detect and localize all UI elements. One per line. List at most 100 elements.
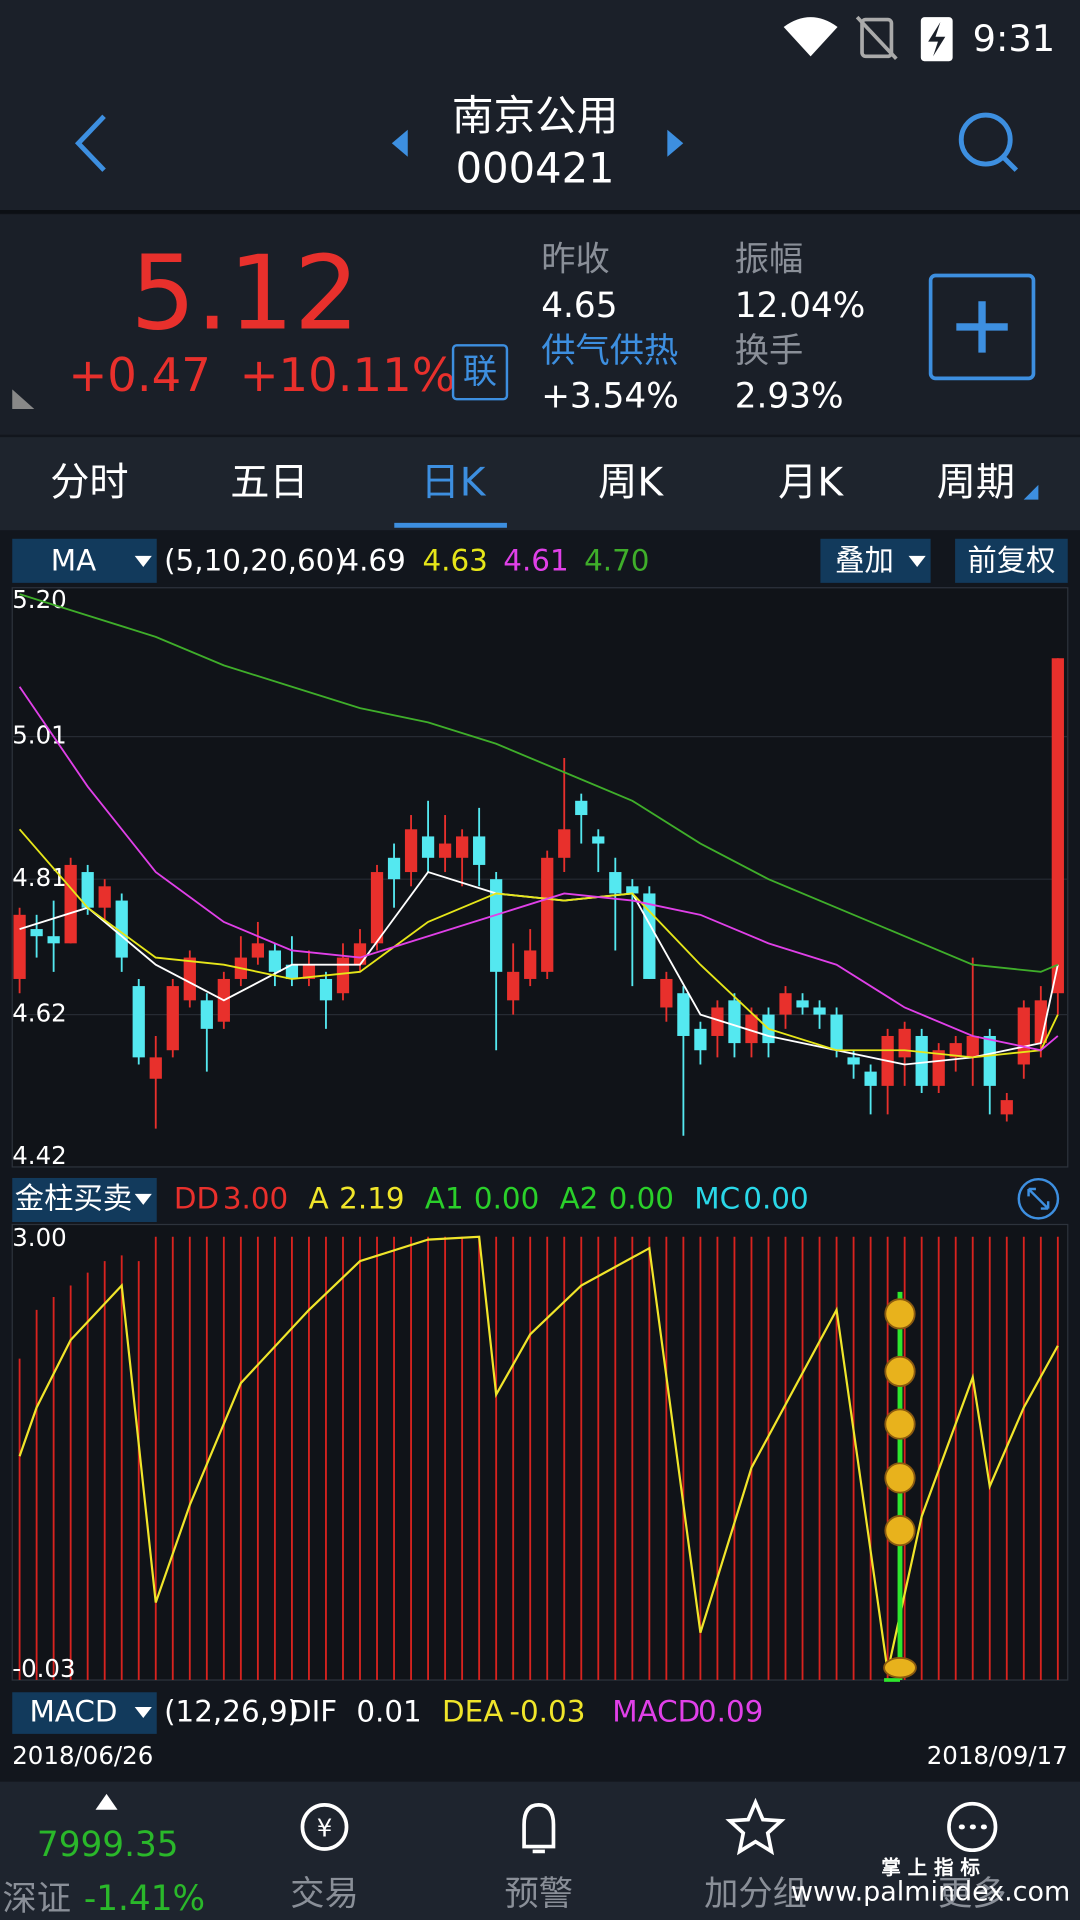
nav-label[interactable]: 交易 [290,1874,359,1914]
legend-value: 0.00 [474,1182,539,1216]
candle-body [1051,658,1064,994]
candle-body [353,943,367,965]
price-change: +0.47 [68,348,211,402]
alert-icon[interactable] [522,1803,556,1854]
tab[interactable]: 五日 [230,460,308,505]
candle-body [592,836,605,844]
link-button[interactable] [451,344,509,401]
stat-value: 4.65 [541,286,617,326]
add-icon [956,301,1008,353]
candle-body [387,857,401,880]
sim-slash [855,15,898,61]
stat-value: 2.93% [735,376,844,416]
ma-line [19,593,1059,973]
ma-name: MA [51,544,96,578]
tab[interactable]: 月K [778,460,844,505]
candle-body [166,986,179,1051]
candle-body [558,829,571,858]
candle-body [285,964,299,979]
candle-body [949,1043,962,1058]
candle-body [268,950,282,972]
candle-body [575,800,588,816]
prev-stock[interactable] [391,129,408,157]
stat-label: 昨收 [541,239,610,279]
indicator-panel [11,1223,1069,1681]
price: 5.12 [130,234,359,353]
search-button[interactable] [958,112,1013,167]
add-button[interactable] [928,273,1036,381]
macd-name: MACD [29,1695,117,1729]
money-bag [884,1408,916,1440]
nav-label[interactable]: 更多 [938,1874,1007,1914]
legend-label: MACD [612,1695,700,1729]
candle-body [251,943,264,958]
candle-body [779,993,792,1015]
nav-label[interactable]: 预警 [505,1874,574,1914]
candle-body [64,864,77,944]
legend-label: DEA [442,1695,503,1729]
adjust-button[interactable] [955,538,1068,583]
candle-body [438,843,452,858]
candle-body [98,886,111,908]
dropdown-arrow [134,1706,152,1718]
y-tick-label: 4.42 [12,1141,66,1170]
tab[interactable]: 周K [598,460,664,505]
overlay-dropdown[interactable] [820,538,931,583]
search-handle [1001,155,1019,172]
candle-body [660,978,673,1008]
stat-label: 振幅 [735,239,804,279]
candle-body [847,1057,860,1065]
y-tick-label: 3.00 [12,1223,66,1252]
candle-body [609,872,622,894]
link-label: 联 [463,352,497,392]
expand-icon [1027,1187,1050,1210]
stat-value: 12.04% [735,286,866,326]
y-tick-label: 4.62 [12,999,66,1028]
nav-label[interactable]: 加分组 [704,1874,807,1914]
tab[interactable]: 周期 [937,460,1015,505]
candle-body [13,914,26,979]
index-toggle[interactable] [95,1793,118,1810]
price-change-pct: +10.11% [240,348,456,402]
expand-button[interactable] [1017,1177,1060,1220]
trade-icon[interactable] [300,1803,349,1851]
dropdown-arrow [134,555,152,567]
candle-body [421,836,435,858]
candle-body [983,1035,996,1086]
sector-label[interactable]: 供气供热 [541,331,678,371]
ma-dropdown[interactable] [12,538,157,583]
candle-body [47,936,60,944]
stat-value: +3.54% [541,376,679,416]
money-bag [884,1298,916,1330]
group-icon[interactable] [725,1797,786,1856]
legend-label: A [309,1182,329,1216]
end-date: 2018/09/17 [927,1741,1068,1770]
candle-body [456,836,469,858]
legend-value: 3.00 [223,1182,288,1216]
more-icon[interactable] [947,1801,998,1853]
legend-label: DD [174,1182,219,1216]
tab[interactable]: 日K [421,460,487,505]
candle-body [898,1028,911,1058]
ma-line [18,828,1059,1059]
macd-dropdown[interactable] [12,1692,157,1734]
ma-value: 4.63 [422,544,487,578]
header-bg [0,0,1080,212]
legend-value: 0.01 [356,1695,421,1729]
candle-body [370,872,384,944]
price-panel [11,587,1069,1168]
wifi-icon [783,17,838,57]
index-pct: -1.41% [84,1879,205,1919]
watermark: 掌 上 指 标 [881,1856,980,1879]
candle-body [115,900,128,958]
indicator-dropdown[interactable] [12,1177,157,1223]
candle-body [319,978,333,1001]
back-button[interactable] [74,114,106,172]
candle-body [524,950,537,979]
tab-underline [394,522,507,528]
candle-body [336,957,350,994]
tab[interactable]: 分时 [50,460,128,505]
start-date: 2018/06/26 [12,1741,153,1770]
candle-body [966,1035,979,1058]
next-stock[interactable] [667,129,684,157]
